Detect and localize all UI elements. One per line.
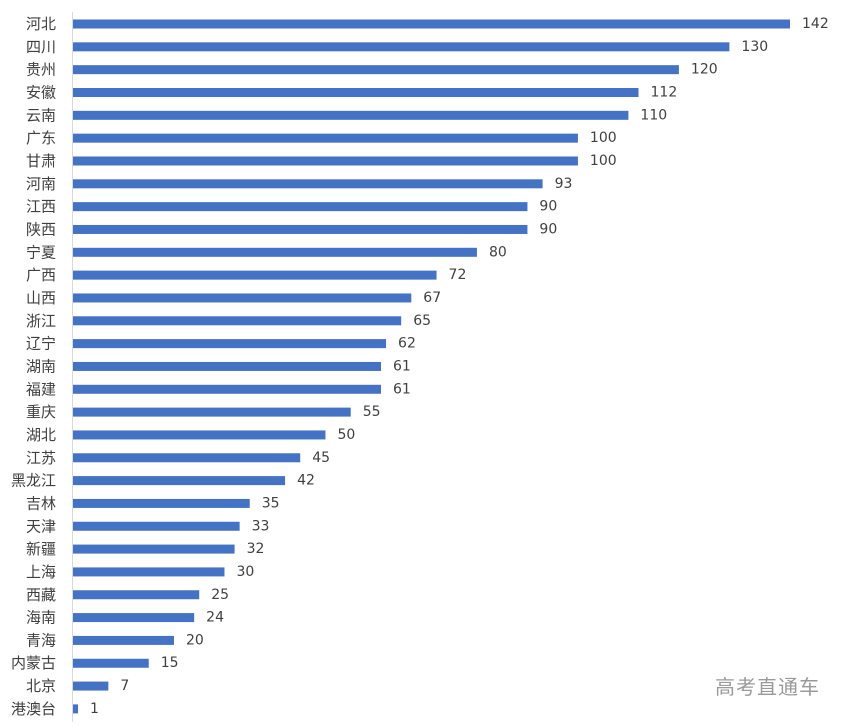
value-label-15: 61 xyxy=(393,358,411,374)
bar-1 xyxy=(73,42,730,52)
bar-25 xyxy=(73,590,200,600)
bar-29 xyxy=(73,681,109,691)
category-label-22: 天津 xyxy=(26,517,56,535)
value-label-12: 67 xyxy=(423,290,441,306)
value-label-30: 1 xyxy=(90,701,99,717)
value-label-28: 15 xyxy=(161,655,179,671)
bar-27 xyxy=(73,635,174,645)
value-label-2: 120 xyxy=(691,62,718,78)
category-label-27: 青海 xyxy=(26,631,56,649)
category-label-8: 江西 xyxy=(26,198,56,216)
category-label-10: 宁夏 xyxy=(26,243,56,261)
category-label-17: 重庆 xyxy=(26,403,56,421)
category-label-23: 新疆 xyxy=(26,540,56,558)
category-label-0: 河北 xyxy=(26,15,56,33)
value-label-0: 142 xyxy=(802,16,829,32)
value-label-29: 7 xyxy=(120,678,129,694)
category-label-15: 湖南 xyxy=(26,357,56,375)
category-label-19: 江苏 xyxy=(26,449,56,467)
category-label-28: 内蒙古 xyxy=(11,654,56,672)
value-label-7: 93 xyxy=(555,176,573,192)
category-label-25: 西藏 xyxy=(26,586,56,604)
bar-8 xyxy=(73,202,528,212)
bar-16 xyxy=(73,384,382,394)
category-label-12: 山西 xyxy=(26,289,56,307)
category-label-16: 福建 xyxy=(26,380,56,398)
bar-18 xyxy=(73,430,326,440)
value-label-22: 33 xyxy=(252,518,270,534)
value-label-1: 130 xyxy=(741,39,768,55)
category-label-1: 四川 xyxy=(26,38,56,56)
bar-21 xyxy=(73,498,250,508)
bar-11 xyxy=(73,270,437,280)
bar-30 xyxy=(73,704,79,714)
bar-13 xyxy=(73,316,402,326)
bar-10 xyxy=(73,247,477,257)
value-label-11: 72 xyxy=(449,267,467,283)
category-label-20: 黑龙江 xyxy=(11,472,56,490)
bar-17 xyxy=(73,407,351,417)
category-label-26: 海南 xyxy=(26,609,56,627)
bar-9 xyxy=(73,224,528,234)
bar-2 xyxy=(73,65,679,75)
bar-23 xyxy=(73,544,235,554)
value-label-26: 24 xyxy=(206,610,224,626)
category-label-4: 云南 xyxy=(26,106,56,124)
value-label-24: 30 xyxy=(236,564,254,580)
value-label-9: 90 xyxy=(539,221,557,237)
category-label-9: 陕西 xyxy=(26,220,56,238)
bar-3 xyxy=(73,87,639,97)
category-label-2: 贵州 xyxy=(26,61,56,79)
value-label-19: 45 xyxy=(312,450,330,466)
bar-15 xyxy=(73,361,382,371)
value-label-17: 55 xyxy=(363,404,381,420)
category-label-13: 浙江 xyxy=(26,312,56,330)
bar-28 xyxy=(73,658,149,668)
value-label-4: 110 xyxy=(640,107,667,123)
value-label-25: 25 xyxy=(211,587,229,603)
category-label-5: 广东 xyxy=(26,129,56,147)
category-label-24: 上海 xyxy=(26,563,56,581)
category-label-29: 北京 xyxy=(26,677,56,695)
bar-6 xyxy=(73,156,578,166)
category-label-3: 安徽 xyxy=(26,83,56,101)
value-label-21: 35 xyxy=(262,495,280,511)
category-label-30: 港澳台 xyxy=(11,700,56,718)
value-label-20: 42 xyxy=(297,473,315,489)
value-label-6: 100 xyxy=(590,153,617,169)
category-label-21: 吉林 xyxy=(26,494,56,512)
value-label-13: 65 xyxy=(413,313,431,329)
value-label-3: 112 xyxy=(651,84,678,100)
bar-0 xyxy=(73,19,790,29)
bar-12 xyxy=(73,293,412,303)
bar-26 xyxy=(73,613,195,623)
category-label-11: 广西 xyxy=(26,266,56,284)
value-label-5: 100 xyxy=(590,130,617,146)
category-label-6: 甘肃 xyxy=(26,152,56,170)
value-label-27: 20 xyxy=(186,632,204,648)
value-label-16: 61 xyxy=(393,381,411,397)
category-label-7: 河南 xyxy=(26,175,56,193)
value-label-23: 32 xyxy=(247,541,265,557)
value-label-14: 62 xyxy=(398,336,416,352)
bar-22 xyxy=(73,521,240,531)
watermark-text: 高考直通车 xyxy=(715,675,820,699)
category-label-18: 湖北 xyxy=(26,426,56,444)
bar-4 xyxy=(73,110,629,120)
bar-5 xyxy=(73,133,578,143)
bar-7 xyxy=(73,179,543,189)
bar-24 xyxy=(73,567,225,577)
value-label-8: 90 xyxy=(539,199,557,215)
category-label-14: 辽宁 xyxy=(26,335,56,353)
bar-20 xyxy=(73,476,286,486)
value-label-18: 50 xyxy=(337,427,355,443)
value-label-10: 80 xyxy=(489,244,507,260)
bar-19 xyxy=(73,453,301,463)
bar-14 xyxy=(73,339,387,349)
